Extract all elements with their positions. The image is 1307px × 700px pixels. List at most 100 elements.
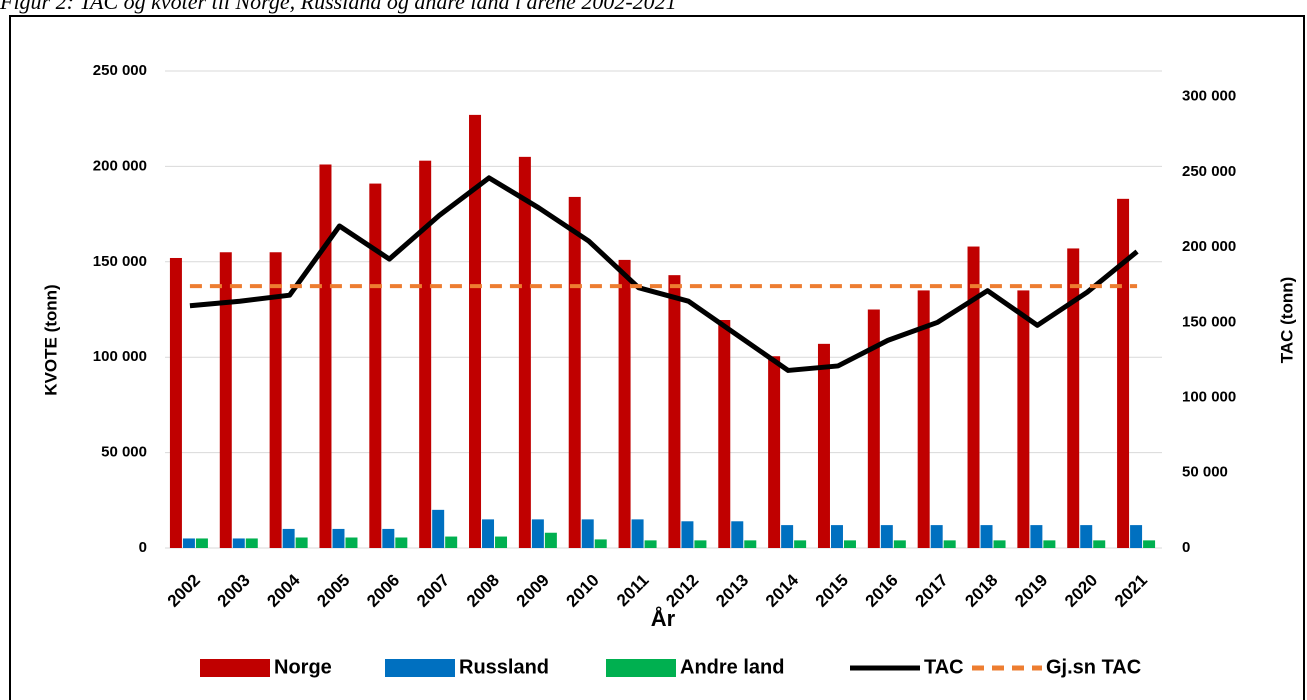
y2-tick-label: 300 000 xyxy=(1182,88,1236,105)
frame xyxy=(9,15,1305,700)
bar xyxy=(1017,290,1030,548)
bar xyxy=(744,540,757,548)
bar xyxy=(618,259,631,548)
bar xyxy=(1130,525,1143,548)
bar xyxy=(980,525,993,548)
y2-tick-label: 200 000 xyxy=(1182,238,1236,255)
bar xyxy=(817,343,830,548)
bar xyxy=(395,537,408,548)
bar xyxy=(232,538,245,548)
legend-label: TAC xyxy=(924,656,964,678)
bar xyxy=(794,540,807,548)
bar xyxy=(482,519,495,548)
bar xyxy=(195,538,208,548)
bar xyxy=(631,519,644,548)
bar xyxy=(445,536,458,548)
legend-label: Gj.sn TAC xyxy=(1046,656,1141,678)
x-tick-label: 2002 xyxy=(164,571,204,611)
bar xyxy=(1043,540,1056,548)
bar xyxy=(332,528,345,548)
bar xyxy=(668,275,681,548)
legend-swatch xyxy=(385,659,455,677)
bar xyxy=(219,252,232,548)
bar xyxy=(843,540,856,548)
bar xyxy=(718,319,731,548)
x-tick-label: 2016 xyxy=(862,571,902,611)
bar xyxy=(993,540,1006,548)
bar xyxy=(319,164,332,548)
y-tick-label: 100 000 xyxy=(93,348,147,365)
x-tick-label: 2014 xyxy=(762,570,803,611)
x-tick-label: 2012 xyxy=(662,571,702,611)
bar xyxy=(867,309,880,548)
bar xyxy=(495,536,508,548)
bar xyxy=(768,356,781,548)
bar xyxy=(469,114,482,548)
bar xyxy=(282,528,295,548)
bar xyxy=(917,290,930,548)
bar xyxy=(930,525,943,548)
y2-tick-label: 250 000 xyxy=(1182,163,1236,180)
bar xyxy=(1093,540,1106,548)
x-tick-label: 2004 xyxy=(263,570,304,611)
x-tick-label: 2019 xyxy=(1011,571,1051,611)
bar xyxy=(880,525,893,548)
bar xyxy=(1067,248,1080,548)
x-tick-label: 2008 xyxy=(463,571,503,611)
y-tick-label: 50 000 xyxy=(101,444,147,461)
bar xyxy=(419,160,432,548)
x-tick-label: 2020 xyxy=(1061,571,1101,611)
x-tick-label: 2018 xyxy=(961,571,1001,611)
bar xyxy=(369,183,382,548)
x-tick-label: 2007 xyxy=(413,571,453,611)
x-tick-label: 2010 xyxy=(563,571,603,611)
bar xyxy=(382,528,395,548)
y2-tick-label: 0 xyxy=(1182,539,1190,556)
bar xyxy=(1117,198,1130,548)
legend-swatch xyxy=(606,659,676,677)
x-tick-label: 2006 xyxy=(363,571,403,611)
bar xyxy=(644,540,657,548)
bar xyxy=(345,537,358,548)
bar xyxy=(581,519,594,548)
bar xyxy=(781,525,794,548)
bar xyxy=(432,509,445,548)
y2-axis-label: TAC (tonn) xyxy=(1277,277,1296,364)
legend-label: Andre land xyxy=(680,656,784,678)
y-tick-label: 0 xyxy=(139,539,147,556)
legend-label: Russland xyxy=(459,656,549,678)
bar xyxy=(943,540,956,548)
x-tick-label: 2005 xyxy=(313,571,353,611)
legend-label: Norge xyxy=(274,656,332,678)
bar xyxy=(1030,525,1043,548)
y2-tick-label: 50 000 xyxy=(1182,464,1228,481)
bar xyxy=(182,538,195,548)
y2-tick-label: 150 000 xyxy=(1182,313,1236,330)
x-tick-label: 2009 xyxy=(513,571,553,611)
bar xyxy=(694,540,707,548)
bar xyxy=(169,257,182,548)
line-series xyxy=(189,175,1139,373)
bar xyxy=(1080,525,1093,548)
bar xyxy=(568,196,581,549)
y2-tick-label: 100 000 xyxy=(1182,388,1236,405)
bar xyxy=(518,156,531,549)
bar xyxy=(269,252,282,548)
y-tick-label: 250 000 xyxy=(93,62,147,79)
legend-swatch xyxy=(200,659,270,677)
bar xyxy=(295,537,308,548)
y-tick-label: 200 000 xyxy=(93,157,147,174)
x-tick-label: 2021 xyxy=(1111,571,1151,611)
bar xyxy=(544,532,557,548)
bar xyxy=(245,538,258,548)
bar xyxy=(893,540,906,548)
x-tick-label: 2003 xyxy=(214,571,254,611)
bar xyxy=(1143,540,1156,548)
bar xyxy=(967,246,980,548)
x-tick-label: 2017 xyxy=(911,571,951,611)
x-tick-label: 2015 xyxy=(812,571,852,611)
bar xyxy=(594,539,607,548)
bar xyxy=(830,525,843,548)
x-tick-label: 2011 xyxy=(613,571,653,611)
